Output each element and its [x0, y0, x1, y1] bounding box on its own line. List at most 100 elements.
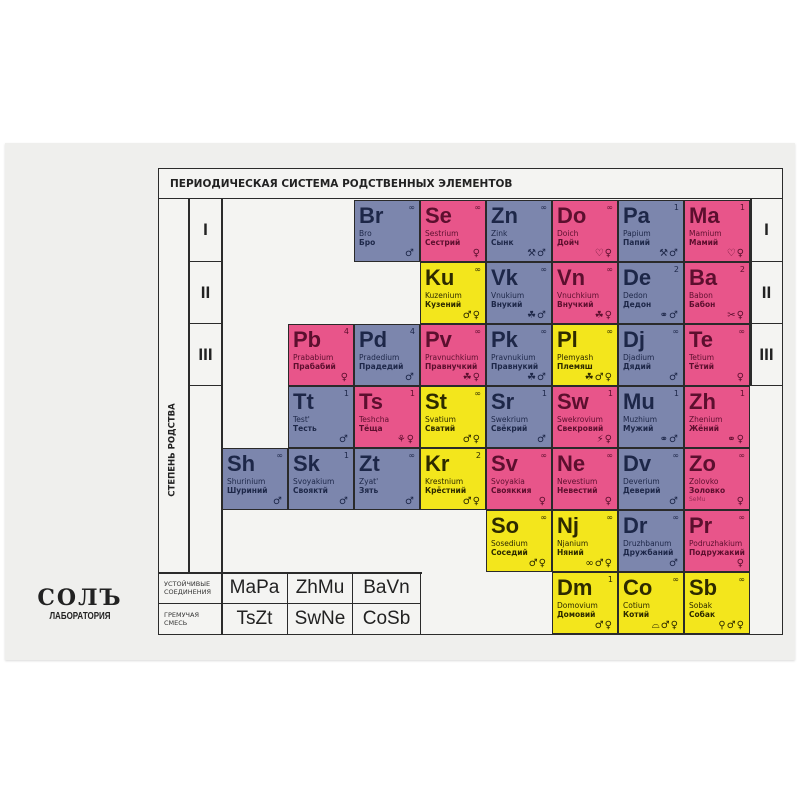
- element-count: ∞: [540, 203, 547, 212]
- element-russian-name: Подружакий: [689, 548, 745, 557]
- compound-cell: TsZt: [222, 604, 288, 635]
- male-icon: ♂: [669, 434, 679, 445]
- female-icon: ♀: [736, 620, 745, 631]
- element-count: 1: [541, 389, 547, 398]
- element-count: 4: [409, 327, 415, 336]
- male-icon: ♂: [273, 496, 283, 507]
- element-latin-name: Podruzhakium: [689, 539, 743, 548]
- scissors-icon: ✂: [727, 310, 737, 321]
- element-symbol: Vk: [491, 265, 518, 290]
- element-symbol: Dv: [623, 451, 652, 476]
- divider: [221, 199, 223, 635]
- male-icon: ♂: [405, 372, 415, 383]
- element-latin-name: Test': [293, 415, 310, 424]
- element-cell-pa: Pa Papium Папий 1 ⚒♂: [618, 200, 684, 262]
- male-icon: ♂: [669, 372, 679, 383]
- female-icon: ♀: [472, 496, 481, 507]
- element-count: ∞: [474, 265, 481, 274]
- element-icons: ⚡♀: [597, 434, 613, 445]
- element-cell-de: De Dedon Дедон 2 ⚭♂: [618, 262, 684, 324]
- element-count: 1: [343, 451, 349, 460]
- element-russian-name: Правнукий: [491, 362, 539, 371]
- element-count: ∞: [474, 389, 481, 398]
- male-icon: ♂: [669, 310, 679, 321]
- hearts-icon: ♡: [726, 248, 737, 259]
- element-icons: ♂: [405, 248, 415, 259]
- element-symbol: Zh: [689, 389, 716, 414]
- female-icon: ♀: [472, 310, 481, 321]
- element-latin-name: Babon: [689, 291, 713, 300]
- element-cell-ma: Ma Mamium Мамий 1 ♡♀: [684, 200, 750, 262]
- rings-icon: ⚭: [659, 310, 670, 321]
- element-symbol: Sv: [491, 451, 518, 476]
- element-russian-name: Свекровий: [557, 424, 604, 433]
- element-symbol: Sw: [557, 389, 589, 414]
- element-icons: ♀: [605, 496, 613, 507]
- female-icon: ♀: [472, 372, 481, 383]
- element-cell-nj: Nj Njanium Няний ∞ ∞♂♀: [552, 510, 618, 572]
- element-cell-sw: Sw Swekrovium Свекровий 1 ⚡♀: [552, 386, 618, 448]
- children-icon: ☘: [594, 310, 605, 321]
- element-cell-co: Co Cotium Котий ∞ ⌓♂♀: [618, 572, 684, 634]
- element-count: ∞: [540, 513, 547, 522]
- element-russian-name: Тёща: [359, 424, 383, 433]
- element-latin-name: Vnukium: [491, 291, 525, 300]
- female-icon: ♀: [472, 248, 481, 259]
- element-count: 1: [607, 575, 613, 584]
- right-degree-1: I: [751, 199, 782, 262]
- element-count: 1: [739, 389, 745, 398]
- element-russian-name: Домовий: [557, 610, 596, 619]
- element-symbol: Ku: [425, 265, 455, 290]
- element-cell-zh: Zh Zhenium Жёний 1 ⚭♀: [684, 386, 750, 448]
- element-latin-name: Sestrium: [425, 229, 459, 238]
- element-icons: ♡♀: [595, 248, 613, 259]
- element-cell-ne: Ne Nevestium Невестий ∞ ♀: [552, 448, 618, 510]
- element-latin-name: Kuzenium: [425, 291, 462, 300]
- element-icons: ♡♀: [727, 248, 745, 259]
- logo-name: СОЛЪ: [37, 585, 123, 611]
- female-icon: ♀: [472, 434, 481, 445]
- compound-cell: BaVn: [353, 573, 421, 604]
- male-icon: ♂: [669, 248, 679, 259]
- element-icons: ♂: [537, 434, 547, 445]
- element-russian-name: Прадедий: [359, 362, 404, 371]
- male-icon: ♂: [528, 558, 539, 569]
- element-russian-name: Бро: [359, 238, 376, 247]
- compound-cell: CoSb: [353, 604, 421, 635]
- bone-icon: ⚲: [718, 620, 727, 631]
- element-count: ∞: [606, 265, 613, 274]
- element-symbol: Zt: [359, 451, 380, 476]
- element-cell-sk: Sk Svoyakium Свояктй 1 ♂: [288, 448, 354, 510]
- element-cell-sv: Sv Svoyakia Свояккия ∞ ♀: [486, 448, 552, 510]
- element-latin-name: Cotium: [623, 601, 650, 610]
- element-cell-sb: Sb Sobak Собак ∞ ⚲♂♀: [684, 572, 750, 634]
- element-count: ∞: [738, 513, 745, 522]
- female-icon: ♀: [604, 372, 613, 383]
- element-cell-tt: Tt Test' Тесть 1 ♂: [288, 386, 354, 448]
- element-icons: ☘♂: [527, 310, 547, 321]
- element-latin-name: Tetium: [689, 353, 715, 362]
- element-cell-pd: Pd Pradedium Прадедий 4 ♂: [354, 324, 420, 386]
- element-russian-name: Свояктй: [293, 486, 328, 495]
- male-icon: ♂: [594, 620, 605, 631]
- right-degree-3: III: [751, 324, 782, 386]
- element-latin-name: Doich: [557, 229, 579, 238]
- kinship-degree-text: СТЕПЕНЬ РОДСТВА: [168, 403, 178, 497]
- element-icons: ⚘♀: [397, 434, 415, 445]
- element-russian-name: Деверий: [623, 486, 661, 495]
- element-cell-kr: Kr Krestnium Крёстний 2 ♂♀: [420, 448, 486, 510]
- tools-icon: ⚒: [659, 248, 670, 259]
- element-count: ∞: [606, 513, 613, 522]
- element-cell-pv: Pv Pravnuchkium Правнучкий ∞ ☘♀: [420, 324, 486, 386]
- element-symbol: Tt: [293, 389, 314, 414]
- element-count: 1: [409, 389, 415, 398]
- element-symbol: Sk: [293, 451, 320, 476]
- element-symbol: Sr: [491, 389, 515, 414]
- element-cell-dv: Dv Deverium Деверий ∞ ♂: [618, 448, 684, 510]
- element-russian-name: Тётий: [689, 362, 715, 371]
- element-count: ∞: [276, 451, 283, 460]
- element-symbol: Mu: [623, 389, 655, 414]
- element-russian-name: Внучкий: [557, 300, 594, 309]
- male-icon: ♂: [537, 434, 547, 445]
- element-icons: ♂: [669, 496, 679, 507]
